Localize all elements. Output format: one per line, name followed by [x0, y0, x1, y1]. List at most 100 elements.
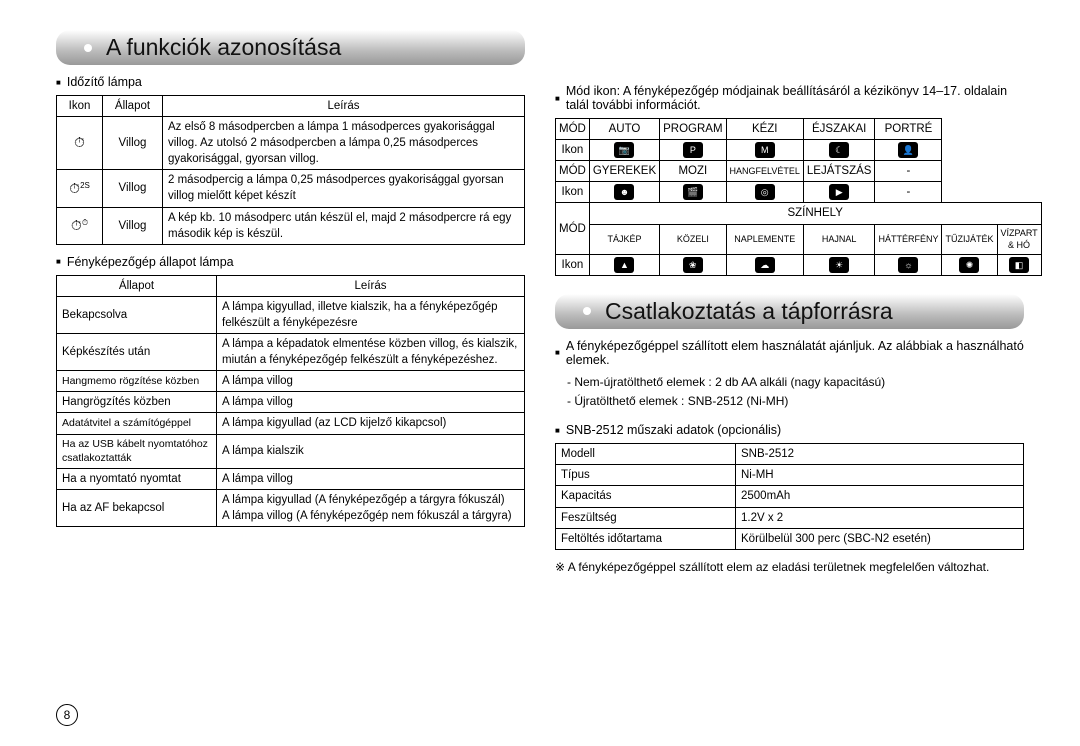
voice-icon: ◎ — [755, 184, 775, 200]
spec-heading: SNB-2512 műszaki adatok (opcionális) — [555, 423, 1024, 437]
disclaimer: ※ A fényképezőgéppel szállított elem az … — [555, 560, 1024, 574]
mode-icon-cell: ▶ — [803, 182, 875, 203]
status-cell: Ha az AF bekapcsol — [57, 489, 217, 526]
mode-name: HÁTTÉRFÉNY — [875, 224, 942, 254]
status-cell: Ha az USB kábelt nyomtatóhoz csatlakozta… — [57, 434, 217, 468]
dawn-icon: ☀ — [829, 257, 849, 273]
status-cell: Bekapcsolva — [57, 296, 217, 333]
desc-cell: A kép kb. 10 másodperc után készül el, m… — [163, 207, 525, 244]
children-icon: ☻ — [614, 184, 634, 200]
status-cell: Villog — [103, 170, 163, 207]
table-row: Ikon ☻ 🎬 ◎ ▶ - — [556, 182, 1042, 203]
table-row: Feszültség1.2V x 2 — [556, 507, 1024, 528]
mode-name: NAPLEMENTE — [726, 224, 803, 254]
status-cell: Villog — [103, 207, 163, 244]
portrait-icon: 👤 — [898, 142, 918, 158]
mode-icon-cell: ▲ — [589, 254, 659, 275]
heading-timer-lamp: Időzítő lámpa — [56, 75, 525, 89]
mode-name: PORTRÉ — [875, 119, 942, 140]
mode-icon-cell: ☁ — [726, 254, 803, 275]
battery-list: - Nem-újratölthető elemek : 2 db AA alká… — [567, 373, 1024, 411]
table-row: MÓD SZÍNHELY — [556, 203, 1042, 224]
desc-cell: A lámpa villog — [217, 392, 525, 413]
mode-name: VÍZPART & HÓ — [997, 224, 1041, 254]
mode-name: MOZI — [660, 161, 726, 182]
timer-icon-cell: ⏱2S — [57, 170, 103, 207]
spec-val: 2500mAh — [736, 486, 1024, 507]
list-item: Nem-újratölthető elemek : 2 db AA alkáli… — [574, 375, 885, 389]
mode-icon-cell: ✺ — [942, 254, 997, 275]
night-icon: ☾ — [829, 142, 849, 158]
desc-cell: A lámpa kialszik — [217, 434, 525, 468]
table-row: BekapcsolvaA lámpa kigyullad, illetve ki… — [57, 296, 525, 333]
table-row: Ikon ▲ ❀ ☁ ☀ ☼ ✺ ◧ — [556, 254, 1042, 275]
table-row: ⏱ Villog Az első 8 másodpercben a lámpa … — [57, 117, 525, 170]
table-row: MÓD GYEREKEK MOZI HANGFELVÉTEL LEJÁTSZÁS… — [556, 161, 1042, 182]
section-title-power: Csatlakoztatás a tápforrásra — [555, 294, 1024, 329]
mod-label: MÓD — [556, 203, 590, 254]
status-lamp-table: Állapot Leírás BekapcsolvaA lámpa kigyul… — [56, 275, 525, 527]
mode-name: LEJÁTSZÁS — [803, 161, 875, 182]
mode-icon-cell: ☀ — [803, 254, 875, 275]
desc-cell: A lámpa a képadatok elmentése közben vil… — [217, 334, 525, 371]
ikon-label: Ikon — [556, 140, 590, 161]
icon-sup: ⏱ — [82, 218, 88, 227]
section-title-power-text: Csatlakoztatás a tápforrásra — [605, 298, 893, 325]
landscape-icon: ▲ — [614, 257, 634, 273]
auto-icon: 📷 — [614, 142, 634, 158]
spec-key: Modell — [556, 444, 736, 465]
table-row: ⏱⏱ Villog A kép kb. 10 másodperc után ké… — [57, 207, 525, 244]
manual-page: A funkciók azonosítása Időzítő lámpa Iko… — [0, 0, 1080, 746]
mode-icon-cell: ◎ — [726, 182, 803, 203]
desc-cell: A lámpa kigyullad, illetve kialszik, ha … — [217, 296, 525, 333]
col-desc: Leírás — [217, 275, 525, 296]
status-cell: Ha a nyomtató nyomtat — [57, 468, 217, 489]
mode-icon-cell: ◧ — [997, 254, 1041, 275]
mode-icon-table: MÓD AUTO PROGRAM KÉZI ÉJSZAKAI PORTRÉ Ik… — [555, 118, 1042, 276]
desc-cell: A lámpa villog — [217, 371, 525, 392]
scene-label: SZÍNHELY — [589, 203, 1041, 224]
movie-icon: 🎬 — [683, 184, 703, 200]
self-timer-double-icon: ⏱ — [71, 216, 82, 236]
manual-icon: M — [755, 142, 775, 158]
playback-icon: ▶ — [829, 184, 849, 200]
self-timer-2s-icon: ⏱ — [69, 179, 80, 199]
mode-name: TŰZIJÁTÉK — [942, 224, 997, 254]
icon-sup: 2S — [80, 181, 90, 190]
table-row: Ha az AF bekapcsolA lámpa kigyullad (A f… — [57, 489, 525, 526]
fireworks-icon: ✺ — [959, 257, 979, 273]
ikon-label: Ikon — [556, 254, 590, 275]
mode-name: - — [875, 161, 942, 182]
power-intro: A fényképezőgéppel szállított elem haszn… — [555, 339, 1024, 367]
mode-icon-cell: M — [726, 140, 803, 161]
ikon-label: Ikon — [556, 182, 590, 203]
mode-icon-cell: P — [660, 140, 726, 161]
heading-status-lamp: Fényképezőgép állapot lámpa — [56, 255, 525, 269]
table-header-row: Ikon Állapot Leírás — [57, 96, 525, 117]
col-status: Állapot — [103, 96, 163, 117]
desc-cell: A lámpa kigyullad (az LCD kijelző kikapc… — [217, 413, 525, 434]
table-row: Képkészítés utánA lámpa a képadatok elme… — [57, 334, 525, 371]
mode-icon-cell: ☼ — [875, 254, 942, 275]
table-row: ModellSNB-2512 — [556, 444, 1024, 465]
mode-name: AUTO — [589, 119, 659, 140]
left-column: A funkciók azonosítása Időzítő lámpa Iko… — [56, 30, 525, 574]
col-desc: Leírás — [163, 96, 525, 117]
table-row: Ha az USB kábelt nyomtatóhoz csatlakozta… — [57, 434, 525, 468]
self-timer-icon: ⏱ — [74, 133, 85, 153]
spec-val: SNB-2512 — [736, 444, 1024, 465]
table-header-row: Állapot Leírás — [57, 275, 525, 296]
mode-name: TÁJKÉP — [589, 224, 659, 254]
backlight-icon: ☼ — [898, 257, 918, 273]
spec-key: Feszültség — [556, 507, 736, 528]
status-cell: Villog — [103, 117, 163, 170]
mode-name: GYEREKEK — [589, 161, 659, 182]
mode-icon-cell: ☾ — [803, 140, 875, 161]
spec-key: Típus — [556, 465, 736, 486]
mode-icon-cell: 👤 — [875, 140, 942, 161]
table-row: ⏱2S Villog 2 másodpercig a lámpa 0,25 má… — [57, 170, 525, 207]
mod-label: MÓD — [556, 161, 590, 182]
closeup-icon: ❀ — [683, 257, 703, 273]
mode-note-text: Mód ikon: A fényképezőgép módjainak beál… — [566, 84, 1024, 112]
mod-label: MÓD — [556, 119, 590, 140]
